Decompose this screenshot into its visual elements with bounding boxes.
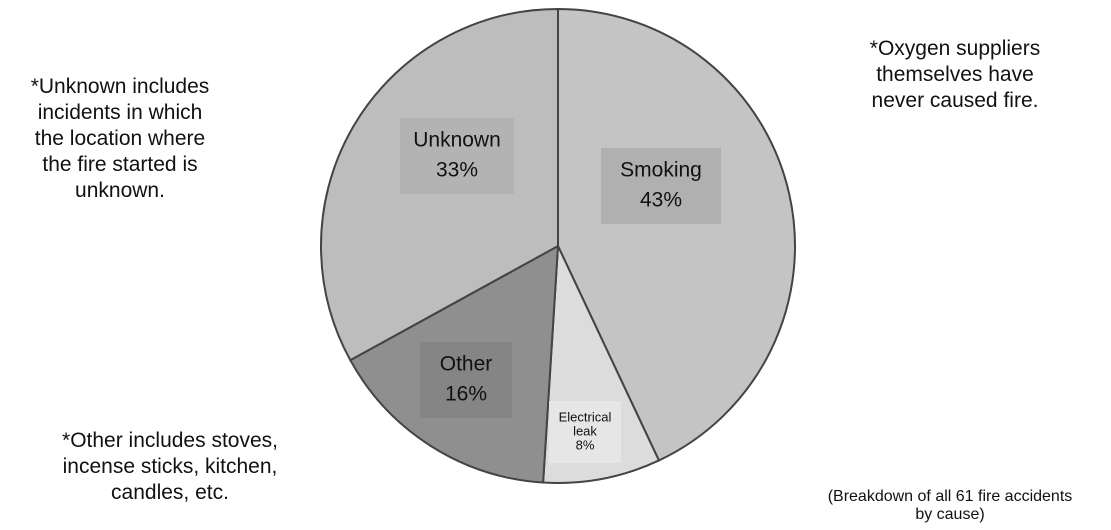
unknown-footnote: *Unknown includes incidents in which the… xyxy=(30,75,210,202)
pie-slice-label: Unknown xyxy=(413,129,501,152)
pie-label-box xyxy=(549,401,621,463)
oxygen-footnote: *Oxygen suppliers themselves have never … xyxy=(869,37,1041,112)
pie-slice-label: Electrical xyxy=(559,409,612,424)
pie-slice-percent: 33% xyxy=(436,159,478,182)
pie-slice-percent: 16% xyxy=(445,383,487,406)
pie-label-box xyxy=(420,342,512,418)
pie-slice-label: Other xyxy=(440,353,493,376)
pie-slice-label: Smoking xyxy=(620,159,702,182)
pie-label-box xyxy=(601,148,721,224)
pie-slice-percent: 8% xyxy=(576,437,595,452)
pie-label-box xyxy=(400,118,514,194)
pie-slice-percent: 43% xyxy=(640,189,682,212)
pie-slice-smoking xyxy=(557,7,796,462)
other-footnote: *Other includes stoves, incense sticks, … xyxy=(62,429,278,504)
source-note: (Breakdown of all 61 fire accidents by c… xyxy=(827,488,1073,523)
pie-slice-label: leak xyxy=(573,423,597,438)
